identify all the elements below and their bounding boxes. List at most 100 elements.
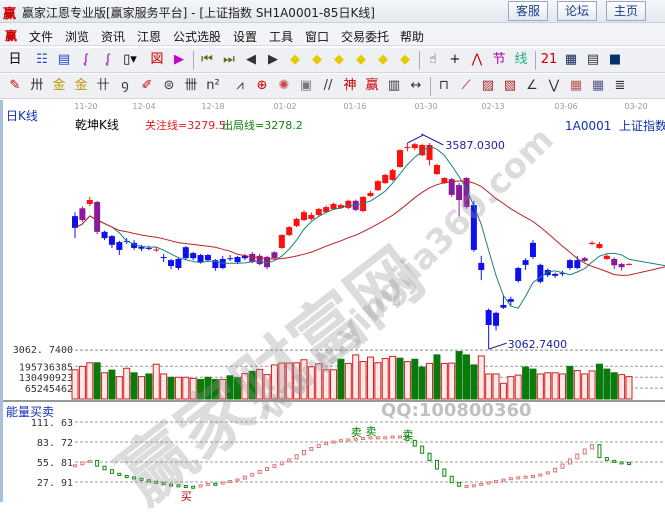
candle-body <box>389 170 396 180</box>
angle-icon[interactable]: ⩘ <box>236 78 244 93</box>
ruler-icon[interactable]: ▥ <box>387 78 401 93</box>
homepage-button[interactable]: 主页 <box>606 1 646 21</box>
pen-icon[interactable]: ✎ <box>9 78 21 93</box>
period-lines-icon[interactable]: 卄 <box>96 78 110 93</box>
candle-body <box>441 177 448 184</box>
shen-icon[interactable]: 神 <box>343 78 357 93</box>
window-title: 赢家江恩专业版[赢家服务平台] - [上证指数 SH1A0001-85日K线] <box>22 6 375 20</box>
lines-icon[interactable]: ≣ <box>614 78 626 93</box>
candle-body <box>581 258 588 261</box>
energy-bar <box>538 473 543 477</box>
energy-bar <box>398 435 403 439</box>
energy-bar <box>213 482 218 486</box>
line-icon[interactable]: 线 <box>514 52 528 67</box>
energy-axis-label: 111. 63 <box>31 418 73 429</box>
candle-type-icon[interactable]: ▯▾ <box>123 52 137 67</box>
menu-window[interactable]: 窗口 <box>305 30 330 44</box>
document-icon[interactable]: ▤ <box>57 52 71 67</box>
grid-lines-icon[interactable]: 卌 <box>184 78 198 93</box>
candle-body <box>271 252 278 259</box>
menu-file[interactable]: 文件 <box>29 30 54 44</box>
ying-icon[interactable]: 赢 <box>365 78 379 93</box>
network-icon[interactable]: ☷ <box>36 52 48 67</box>
indicator-icon[interactable]: 図 <box>150 52 164 67</box>
volume-bar <box>352 354 360 400</box>
grid-icon[interactable]: ▦ <box>569 78 583 93</box>
shift-right-icon[interactable]: ◆ <box>312 52 322 67</box>
chart-canvas[interactable]: 11-20 12-04 12-18 01-02 01-16 01-30 02-13 03-06… <box>3 100 665 503</box>
candle-body <box>537 264 544 282</box>
line-draw-icon[interactable]: ⋀ <box>471 52 483 67</box>
shift-left-icon[interactable]: ◆ <box>290 52 300 67</box>
menu-trade[interactable]: 交易委托 <box>341 30 390 44</box>
crosshair-icon[interactable]: + <box>449 52 461 67</box>
gold-ratio-2-icon[interactable]: 金 <box>74 78 88 93</box>
gold-ratio-icon[interactable]: 金 <box>52 78 66 93</box>
slash-icon[interactable]: // <box>323 78 333 93</box>
menu-formula-select[interactable]: 公式选股 <box>173 30 222 44</box>
candle-body <box>153 249 160 251</box>
star-icon[interactable]: ✺ <box>278 78 290 93</box>
hand-icon[interactable]: ☝ <box>429 52 437 67</box>
volume-bar <box>411 358 419 400</box>
zoom-out-icon[interactable]: ◆ <box>400 52 410 67</box>
candle-body <box>500 304 507 308</box>
calendar-icon[interactable]: 21 <box>540 52 558 67</box>
date-tick: 01-02 <box>273 102 296 111</box>
menu-news[interactable]: 资讯 <box>101 30 126 44</box>
chart-9-icon[interactable]: ᶘ <box>106 52 110 67</box>
candle-body <box>256 255 263 265</box>
menu-browse[interactable]: 浏览 <box>65 30 90 44</box>
spiral-icon[interactable]: ꝯ <box>121 78 129 93</box>
volume-bar <box>123 367 131 400</box>
kline-chart[interactable]: 11-20 12-04 12-18 01-02 01-16 01-30 02-13 03-06… <box>0 100 665 520</box>
left-icon[interactable]: ◀ <box>246 52 256 67</box>
energy-title: 能量买卖 <box>6 405 55 419</box>
flag-icon[interactable]: ▶ <box>174 52 184 67</box>
calculator-icon[interactable]: ▦ <box>564 52 578 67</box>
right-icon[interactable]: ▶ <box>268 52 278 67</box>
menu-gann[interactable]: 江恩 <box>137 30 162 44</box>
volume-axis-label: 65245462 <box>25 384 73 395</box>
energy-bar <box>183 485 188 489</box>
volume-bar <box>529 368 537 400</box>
expand-icon[interactable]: ◆ <box>334 52 344 67</box>
gann-box-icon[interactable]: ▨ <box>481 78 495 93</box>
menu-tools[interactable]: 工具 <box>269 30 294 44</box>
menu-help[interactable]: 帮助 <box>400 30 425 44</box>
parallel-lines-icon[interactable]: 卅 <box>30 78 44 93</box>
energy-bar <box>279 461 284 466</box>
pencil-icon[interactable]: ✐ <box>141 78 153 93</box>
gann-square-icon[interactable]: ▧ <box>503 78 517 93</box>
grid-2-icon[interactable]: ▦ <box>591 78 605 93</box>
volume-axis-label: 130490923 <box>19 373 73 384</box>
forum-button[interactable]: 论坛 <box>557 1 597 21</box>
chart-3-icon[interactable]: ᶘ <box>84 52 88 67</box>
customer-service-button[interactable]: 客服 <box>508 1 548 21</box>
energy-bar <box>457 482 462 487</box>
circle-icon[interactable]: ⊜ <box>163 78 175 93</box>
section-icon[interactable]: 节 <box>492 52 506 67</box>
energy-bar <box>516 476 521 480</box>
first-icon[interactable]: ⏮ <box>201 52 213 67</box>
save-icon[interactable]: ■ <box>608 52 622 67</box>
last-icon[interactable]: ⏭ <box>223 52 235 67</box>
volume-bar <box>293 362 301 400</box>
volume-bar <box>625 376 633 400</box>
wave-icon[interactable]: ⋁ <box>548 78 560 93</box>
candle-body <box>374 181 381 191</box>
angle-line-icon[interactable]: ∠ <box>526 78 538 93</box>
box-icon[interactable]: ▣ <box>299 78 313 93</box>
period-day-icon[interactable]: 日▾ <box>8 52 22 85</box>
energy-bar <box>109 469 114 474</box>
notes-icon[interactable]: ▤ <box>586 52 600 67</box>
fan-icon[interactable]: ⟋ <box>461 78 471 93</box>
energy-bar <box>449 475 454 484</box>
gann-wheel-icon[interactable]: ⊕ <box>256 78 268 93</box>
square-n-icon[interactable]: n² <box>206 78 220 93</box>
menu-settings[interactable]: 设置 <box>233 30 258 44</box>
measure-icon[interactable]: ↔ <box>410 78 422 93</box>
zoom-in-icon[interactable]: ◆ <box>378 52 388 67</box>
box-line-icon[interactable]: ⊓ <box>438 78 450 93</box>
shrink-icon[interactable]: ◆ <box>356 52 366 67</box>
